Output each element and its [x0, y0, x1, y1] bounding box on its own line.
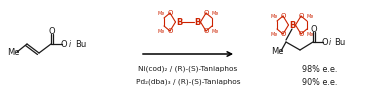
- Text: B: B: [289, 20, 295, 30]
- Text: O: O: [61, 39, 67, 49]
- Text: O: O: [167, 28, 173, 34]
- Text: O: O: [280, 13, 286, 19]
- Text: O: O: [167, 10, 173, 16]
- Text: Ni(cod)₂ / (R)-(S)-Taniaphos: Ni(cod)₂ / (R)-(S)-Taniaphos: [138, 66, 238, 72]
- Text: O: O: [311, 24, 317, 33]
- Text: Me: Me: [270, 14, 277, 18]
- Text: Me: Me: [7, 47, 20, 56]
- Text: Pd₂(dba)₃ / (R)-(S)-Taniaphos: Pd₂(dba)₃ / (R)-(S)-Taniaphos: [136, 79, 240, 85]
- Text: Me: Me: [307, 14, 314, 18]
- Text: Me: Me: [211, 28, 218, 33]
- Text: Me: Me: [307, 32, 314, 37]
- Text: 98% e.e.: 98% e.e.: [302, 64, 338, 74]
- Text: Me: Me: [157, 10, 165, 16]
- Text: O: O: [203, 10, 209, 16]
- Text: B: B: [194, 18, 200, 26]
- Text: O: O: [298, 31, 304, 37]
- Text: 90% e.e.: 90% e.e.: [302, 77, 338, 87]
- Text: i: i: [69, 39, 71, 49]
- Text: O: O: [298, 13, 304, 19]
- Text: O: O: [49, 26, 55, 35]
- Text: O: O: [322, 37, 328, 47]
- Text: O: O: [280, 31, 286, 37]
- Text: Bu: Bu: [75, 39, 86, 49]
- Text: Me: Me: [211, 10, 218, 16]
- Text: O: O: [203, 28, 209, 34]
- Text: B: B: [176, 18, 182, 26]
- Text: Me: Me: [271, 47, 284, 56]
- Text: Me: Me: [157, 28, 165, 33]
- Text: Me: Me: [270, 32, 277, 37]
- Text: Bu: Bu: [335, 37, 346, 47]
- Text: i: i: [329, 37, 331, 47]
